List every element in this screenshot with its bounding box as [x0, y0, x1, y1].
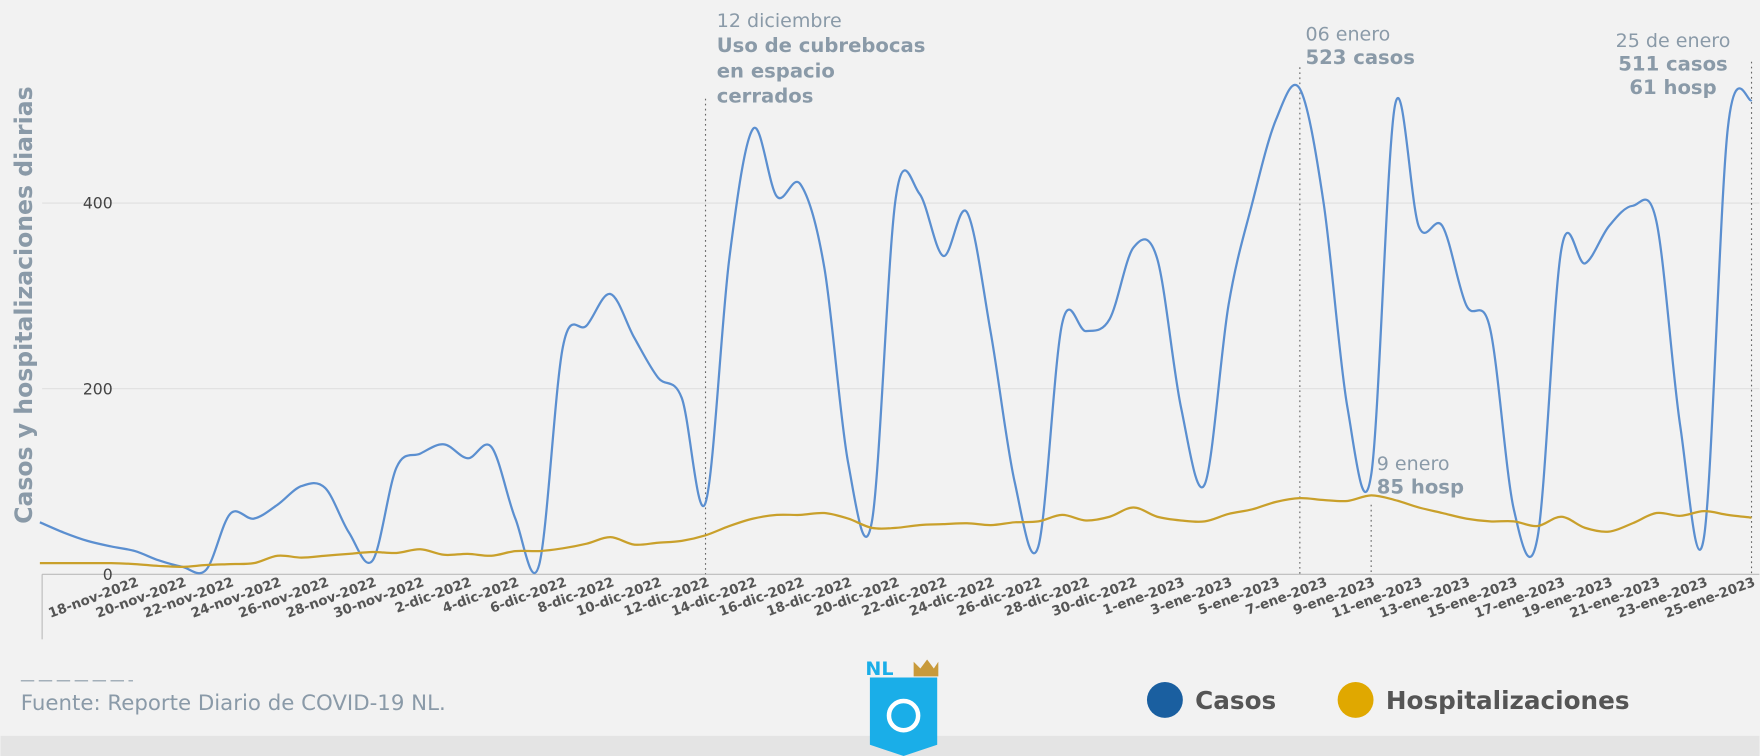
annotation-text: 9 enero — [1377, 453, 1450, 475]
y-tick-label: 0 — [103, 565, 113, 584]
y-tick-label: 200 — [83, 379, 113, 398]
logo: NL — [865, 658, 939, 756]
y-tick-label: 400 — [83, 194, 113, 213]
logo-shield — [869, 677, 938, 756]
annotation-text: 12 diciembre — [717, 10, 842, 32]
annotation-text: 25 de enero — [1616, 30, 1731, 52]
series-line — [39, 494, 1752, 569]
legend-swatch — [1146, 681, 1183, 718]
annotation-text: 511 casos — [1618, 53, 1727, 76]
annotation-text: 523 casos — [1305, 46, 1414, 69]
logo-icon — [886, 698, 921, 733]
legend-label: Hospitalizaciones — [1386, 686, 1630, 715]
legend-label: Casos — [1195, 686, 1276, 715]
annotation-text: Uso de cubrebocas — [717, 34, 926, 57]
y-axis-label: Casos y hospitalizaciones diarias — [10, 86, 38, 523]
background — [0, 0, 1760, 736]
annotation-text: 85 hosp — [1377, 476, 1464, 499]
annotation-text: cerrados — [717, 85, 814, 108]
logo-text: NL — [865, 658, 893, 680]
legend: Casos Hospitalizaciones — [1146, 681, 1630, 718]
series-line — [39, 83, 1753, 575]
annotation-text: 06 enero — [1305, 23, 1390, 45]
source: Fuente: Reporte Diario de COVID-19 NL. — [21, 691, 446, 716]
annotation-text: 61 hosp — [1629, 76, 1716, 99]
annotation-text: en espacio — [717, 59, 835, 82]
logo-crown — [913, 659, 939, 677]
legend-swatch — [1337, 681, 1374, 718]
